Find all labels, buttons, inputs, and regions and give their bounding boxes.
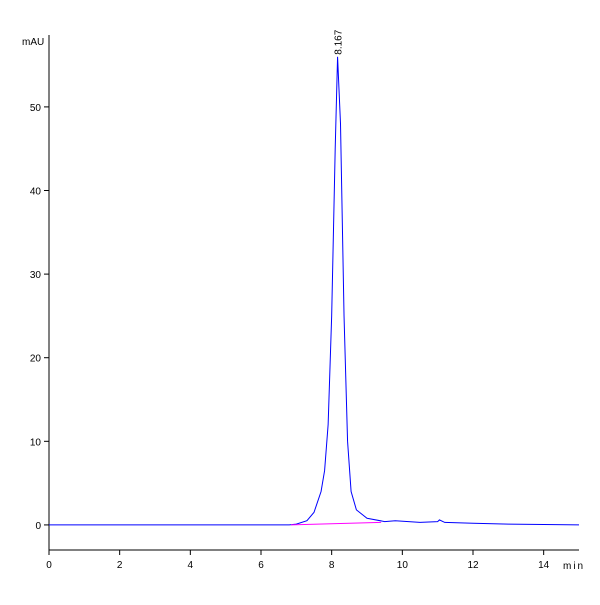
x-tick-label: 14 — [538, 560, 550, 571]
y-axis-label: mAU — [22, 37, 44, 48]
x-tick-label: 12 — [467, 560, 479, 571]
y-tick-label: 10 — [30, 437, 42, 448]
x-tick-label: 2 — [117, 560, 123, 571]
peak-label: 8.167 — [334, 29, 345, 54]
x-tick-label: 6 — [258, 560, 264, 571]
trace — [291, 521, 382, 526]
y-tick-label: 20 — [30, 354, 42, 365]
x-tick-label: 0 — [46, 560, 52, 571]
x-axis-label: min — [563, 561, 585, 572]
y-tick-label: 40 — [30, 187, 42, 198]
x-tick-label: 4 — [188, 560, 194, 571]
y-tick-label: 30 — [30, 270, 42, 281]
x-tick-label: 8 — [329, 560, 335, 571]
x-tick-label: 10 — [397, 560, 409, 571]
trace — [49, 56, 580, 526]
y-tick-label: 50 — [30, 103, 42, 114]
y-tick-label: 0 — [35, 521, 41, 532]
